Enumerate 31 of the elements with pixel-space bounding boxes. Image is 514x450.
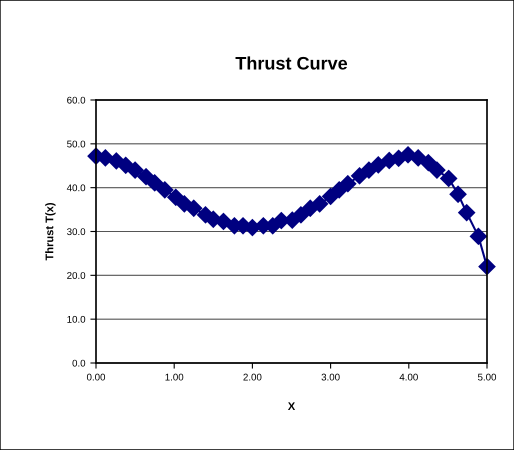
y-tick-label: 20.0: [67, 272, 86, 279]
y-tick-label: 50.0: [67, 140, 86, 148]
point: [440, 170, 458, 188]
y-axis-title: Thrust T(x): [45, 203, 56, 260]
point: [292, 206, 310, 224]
point: [156, 181, 174, 198]
point: [428, 162, 446, 179]
point: [185, 200, 202, 217]
point: [420, 154, 437, 172]
x-tick-label: 4.00: [400, 374, 418, 381]
point: [126, 162, 144, 179]
point: [370, 156, 387, 174]
point: [146, 174, 164, 192]
x-tick-label: 5.00: [478, 374, 496, 381]
point: [458, 204, 476, 222]
y-tick-label: 30.0: [67, 228, 86, 236]
point: [450, 186, 467, 203]
chart-title: Thrust Curve: [236, 56, 348, 70]
point: [470, 228, 487, 245]
point: [339, 175, 356, 192]
x-tick-label: 1.00: [165, 374, 184, 381]
x-axis-title: X: [288, 402, 296, 410]
x-tick-label: 2.00: [243, 374, 262, 381]
x-tick-label: 3.00: [322, 374, 340, 381]
point: [311, 195, 328, 212]
x-tick-label: 0.00: [86, 374, 106, 381]
y-tick-label: 60.0: [67, 96, 86, 104]
y-tick-label: 10.0: [67, 316, 86, 323]
y-tick-label: 40.0: [66, 184, 86, 192]
point: [410, 149, 427, 166]
y-tick-label: 0.0: [72, 360, 86, 367]
